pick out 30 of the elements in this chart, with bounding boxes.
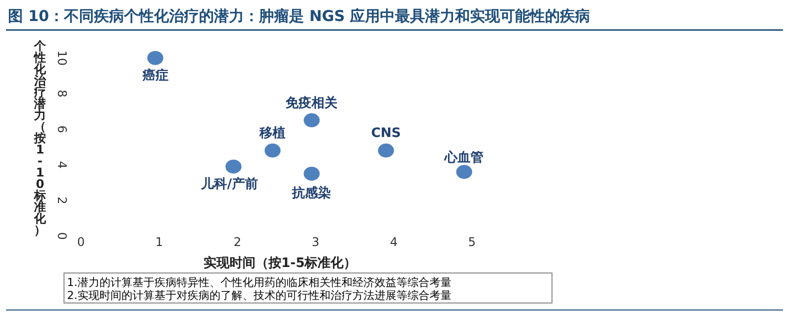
x-tick-label: 0 [77, 235, 85, 249]
text: 2.实现时间的计算基于对疾病的了解、技术的可行性和治疗方法进展等综合考量 [67, 289, 452, 302]
point [147, 51, 164, 65]
point [378, 144, 394, 158]
y-tick-label: 2 [55, 196, 69, 204]
text: 1.潜力的计算基于疾病特异性、个性化用药的临床相关性和经济效益等综合考量 [67, 276, 452, 289]
point [456, 164, 472, 179]
x-axis-title: 实现时间（按1-5标准化） [203, 255, 357, 271]
x-tick-label: 5 [468, 235, 476, 249]
y-tick-label: 4 [55, 160, 69, 169]
x-tick-label: 4 [390, 235, 398, 249]
y-tick-label: 6 [55, 125, 69, 134]
annotation: 癌症 [141, 68, 168, 84]
annotation: 抗感染 [291, 185, 332, 202]
x-tick-label: 1 [155, 235, 164, 249]
text: 个性化治疗潜力（按1-10标准化） [34, 39, 46, 237]
point [264, 144, 281, 158]
annotation: 移植 [258, 126, 286, 142]
point [225, 160, 242, 174]
y-tick-label: 10 [55, 50, 69, 66]
x-tick-label: 3 [312, 235, 320, 249]
chart-title: 图 10：不同疾病个性化治疗的潜力：肿瘤是 NGS 应用中最具潜力和实现可能性的疾病 [8, 7, 590, 25]
annotation: 心血管 [444, 149, 484, 166]
point [304, 113, 320, 128]
annotation: 免疫相关 [284, 94, 339, 111]
point [304, 166, 320, 181]
x-tick-label: 2 [234, 235, 242, 249]
annotation: CNS [371, 126, 401, 142]
y-tick-label: 8 [55, 90, 69, 98]
annotation: 儿科/产前 [200, 176, 258, 192]
